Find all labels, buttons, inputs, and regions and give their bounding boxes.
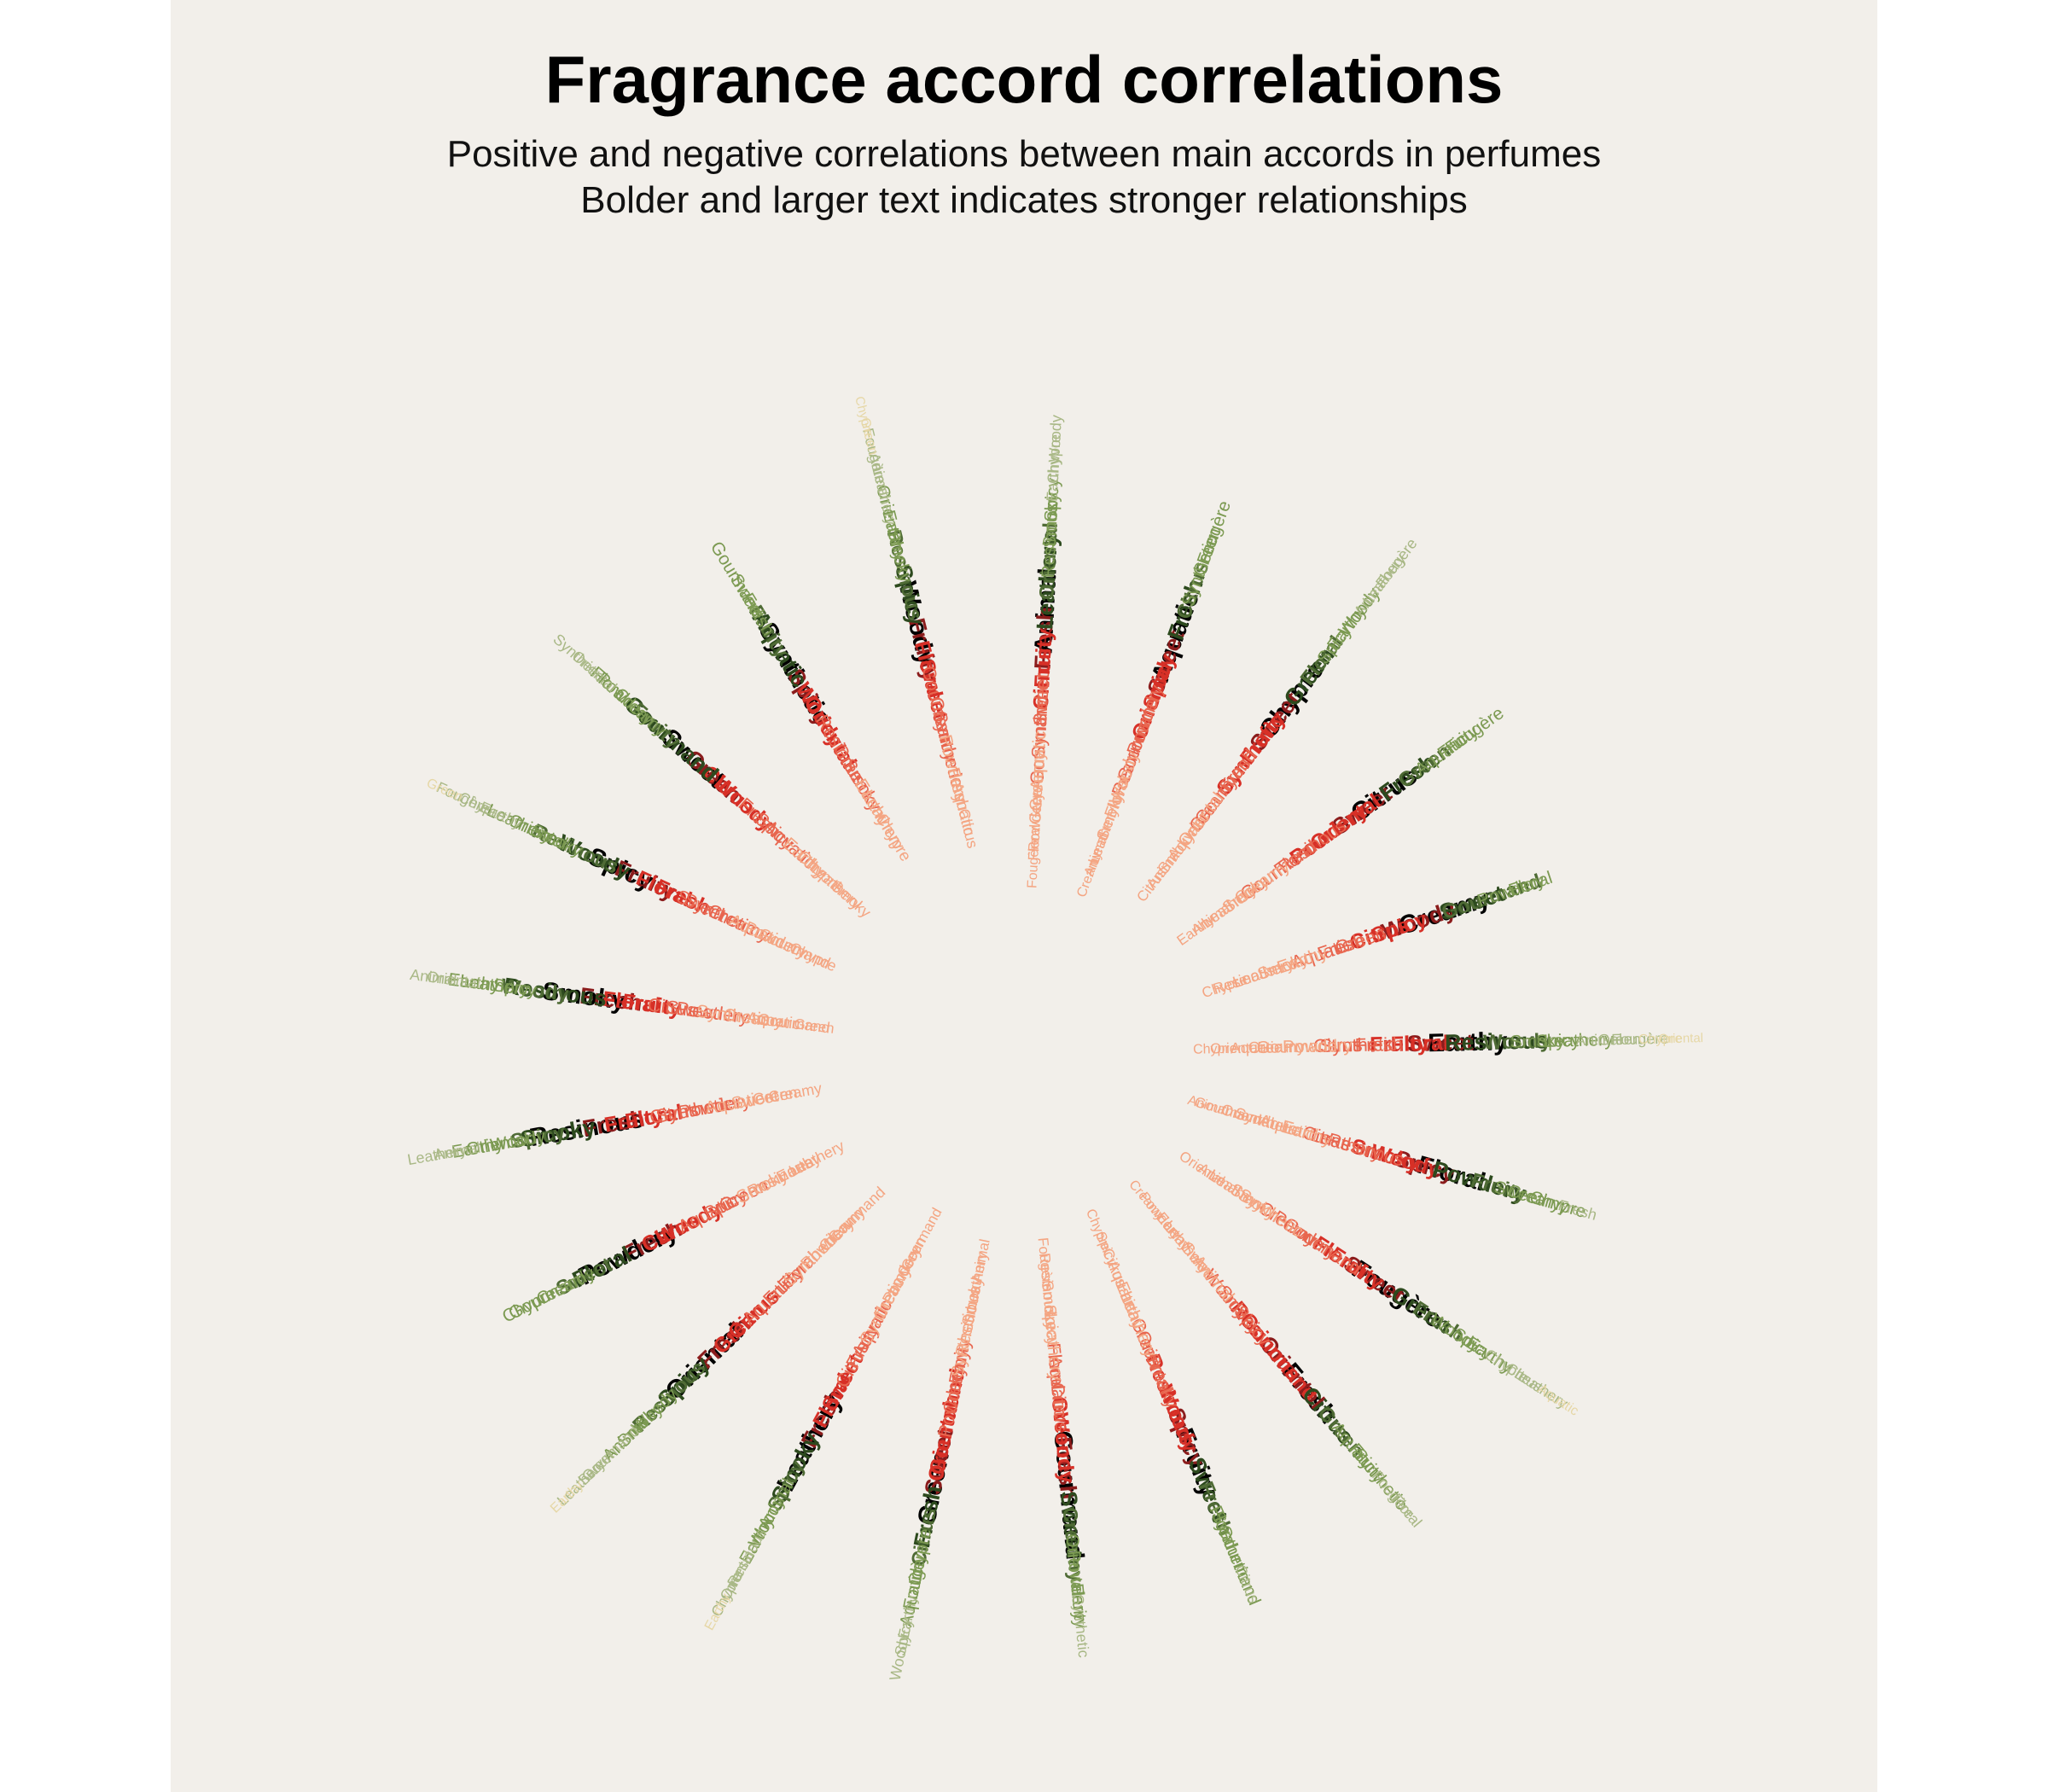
plot-panel: [171, 0, 1877, 1792]
negative-word-chypre-citrus: Citrus: [1133, 865, 1169, 905]
negative-word-creamy-chypre: Chypre: [1200, 971, 1249, 1001]
negative-word-earthy-citrus: Citrus: [1313, 1034, 1363, 1056]
positive-word-animal-oriental: Oriental: [1035, 522, 1062, 601]
negative-word-gourmand-floral: Floral: [1043, 1342, 1068, 1391]
positive-word-animal-chypre: Chypre: [1044, 433, 1064, 484]
negative-word-sweet-smoky: Smoky: [828, 877, 874, 921]
positive-word-animal-spicy: Spicy: [1041, 477, 1063, 522]
negative-word-earthy-fruity: Fruity: [1370, 1032, 1429, 1057]
negative-word-aquatic-creamy: Creamy: [1074, 849, 1104, 899]
negative-word-fruity-chypre: Chypre: [1083, 1207, 1114, 1253]
positive-word-animal-resinous: Resinous: [1039, 503, 1062, 579]
chart-subtitle-2: Bolder and larger text indicates stronge…: [580, 179, 1468, 221]
positive-word-resinous-leathery: Leathery: [406, 1141, 468, 1168]
positive-word-synthetic-gourmand: Gourmand: [707, 538, 767, 621]
positive-word-fresh-floral: Floral: [1388, 1490, 1425, 1530]
positive-word-leathery-earthy: Earthy: [702, 1591, 734, 1633]
negative-word-fougre-oriental: Oriental: [1176, 1148, 1227, 1189]
positive-word-gourmand-fruity: Fruity: [1067, 1583, 1091, 1630]
positive-word-earthy-spicy: Spicy: [1536, 1031, 1580, 1051]
negative-word-earthy-aquatic: Aquatic: [1231, 1039, 1282, 1056]
positive-word-earthy-chypre: Chypre: [1638, 1032, 1683, 1047]
positive-word-animal-smoky: Smoky: [1040, 492, 1062, 549]
negative-word-earthy-synthetic: Synthetic: [1319, 1033, 1397, 1056]
negative-word-earthy-powdery: Powdery: [1283, 1036, 1353, 1057]
positive-word-earthy-woody: Woody: [1483, 1029, 1552, 1054]
positive-word-earthy-leathery: Leathery: [1544, 1030, 1615, 1051]
positive-word-earthy-resinous: Resinous: [1445, 1027, 1549, 1056]
positive-word-earthy-green: Green: [1598, 1030, 1641, 1048]
positive-word-earthy-oriental: Oriental: [1658, 1031, 1703, 1046]
negative-word-earthy-fresh: Fresh: [1354, 1033, 1403, 1056]
negative-word-earthy-gourmand: Gourmand: [1256, 1037, 1337, 1057]
positive-word-fougre-aquatic: Aquatic: [1535, 1382, 1581, 1418]
positive-word-woody-chypre: Chypre: [852, 395, 876, 439]
positive-word-green-woody: Woody: [887, 1632, 913, 1683]
positive-word-animal-earthy: Earthy: [1044, 457, 1063, 502]
negative-word-spicy-chypre: Chypre: [787, 939, 839, 975]
positive-word-earthy-smoky: Smoky: [1510, 1031, 1565, 1051]
positive-word-earthy-animal: Animal: [1575, 1031, 1622, 1049]
negative-word-earthy-floral: Floral: [1391, 1031, 1450, 1056]
negative-word-animal-gourmand: Gourmand: [1026, 695, 1051, 785]
positive-word-earthy-fougre: Fougère: [1611, 1030, 1668, 1049]
negative-word-green-animal: Animal: [969, 1237, 993, 1284]
positive-word-chypre-fougre: Fougère: [1372, 535, 1421, 591]
negative-word-fresh-creamy: Creamy: [1126, 1178, 1167, 1224]
negative-word-animal-powdery: Powdery: [1025, 792, 1045, 852]
negative-word-animal-fresh: Fresh: [1030, 606, 1059, 670]
negative-word-animal-creamy: Creamy: [1027, 751, 1049, 812]
negative-word-animal-green: Green: [1027, 778, 1047, 824]
chart-subtitle-1: Positive and negative correlations betwe…: [446, 133, 1602, 175]
accord-label-earthy: Earthy: [1428, 1027, 1508, 1057]
negative-word-gourmand-spicy: Spicy: [1039, 1304, 1062, 1347]
negative-word-earthy-creamy: Creamy: [1248, 1039, 1305, 1058]
positive-word-animal-leathery: Leathery: [1032, 533, 1062, 631]
accord-label-animal: Animal: [1030, 567, 1062, 655]
negative-word-gourmand-citrus: Citrus: [1047, 1382, 1073, 1433]
positive-word-sweet-synthetic: Synthetic: [550, 631, 608, 685]
negative-word-animal-citrus: Citrus: [1029, 648, 1056, 711]
negative-word-animal-fruity: Fruity: [1030, 628, 1057, 689]
negative-word-gourmand-fresh: Fresh: [1050, 1435, 1082, 1500]
negative-word-animal-synthetic: Synthetic: [1027, 681, 1053, 759]
negative-word-leathery-gourmand: Gourmand: [898, 1205, 945, 1273]
negative-word-earthy-oriental: Oriental: [1210, 1039, 1261, 1056]
positive-word-citrus-fougre: Fougère: [1442, 703, 1508, 758]
negative-word-animal-floral: Floral: [1025, 824, 1043, 861]
positive-word-powdery-chypre: Chypre: [499, 1283, 560, 1327]
negative-word-animal-sweet: Sweet: [1029, 672, 1053, 725]
chart-title: Fragrance accord correlations: [544, 42, 1504, 117]
positive-word-aquatic-fougre: Fougère: [1194, 498, 1235, 567]
negative-word-earthy-sweet: Sweet: [1407, 1029, 1475, 1056]
negative-word-animal-aquatic: Aquatic: [1027, 730, 1050, 791]
positive-word-animal-woody: Woody: [1045, 415, 1065, 463]
negative-word-earthy-chypre: Chypre: [1193, 1042, 1237, 1057]
negative-word-oriental-gourmand: Gourmand: [824, 1184, 888, 1247]
negative-word-animal-fougre: Fougère: [1025, 837, 1042, 889]
